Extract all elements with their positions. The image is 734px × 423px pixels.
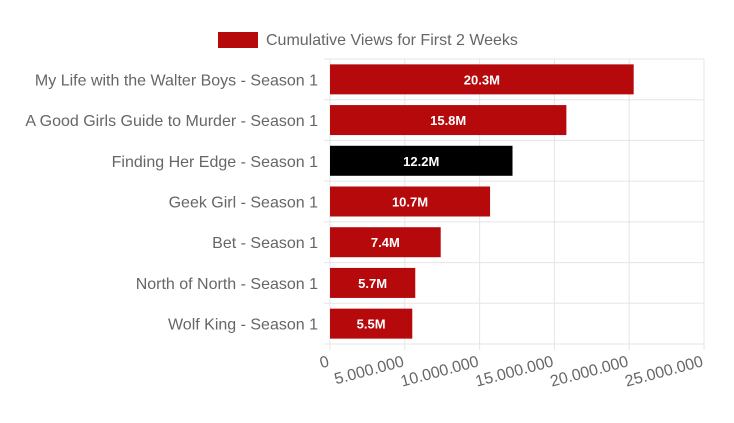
legend-swatch xyxy=(218,32,258,48)
bars: 20.3M 15.8M 12.2M 10.7M 7.4M 5.7M 5.5M xyxy=(330,64,634,339)
data-label: 15.8M xyxy=(430,113,466,128)
x-tick-label: 10.000.000 xyxy=(399,353,481,390)
bar[interactable] xyxy=(330,105,567,136)
data-label: 12.2M xyxy=(403,154,439,169)
category-label: North of North - Season 1 xyxy=(136,276,318,293)
grid xyxy=(324,58,705,350)
bar[interactable] xyxy=(330,64,634,95)
data-label: 20.3M xyxy=(464,72,500,87)
x-tick-label: 5.000.000 xyxy=(333,353,406,388)
category-label: Finding Her Edge - Season 1 xyxy=(112,154,318,171)
data-label: 10.7M xyxy=(392,195,428,210)
bar[interactable] xyxy=(330,186,491,217)
data-label: 7.4M xyxy=(371,235,400,250)
data-label: 5.7M xyxy=(358,276,387,291)
category-label: Bet - Season 1 xyxy=(212,235,318,252)
category-label: A Good Girls Guide to Murder - Season 1 xyxy=(25,113,318,130)
category-label: Geek Girl - Season 1 xyxy=(169,195,319,212)
x-tick-label: 15.000.000 xyxy=(474,353,556,390)
category-labels: My Life with the Walter Boys - Season 1 A… xyxy=(25,72,318,333)
bar[interactable] xyxy=(330,308,413,339)
x-tick-label: 25.000.000 xyxy=(623,353,705,390)
category-label: My Life with the Walter Boys - Season 1 xyxy=(35,72,318,89)
category-label: Wolf King - Season 1 xyxy=(168,317,318,334)
x-axis-ticks: 0 5.000.00010.000.00015.000.00020.000.000… xyxy=(318,353,705,390)
legend-label: Cumulative Views for First 2 Weeks xyxy=(266,32,518,49)
bar[interactable] xyxy=(330,227,441,258)
x-tick-label: 0 xyxy=(318,353,331,372)
bar[interactable] xyxy=(330,145,513,176)
x-tick-label: 20.000.000 xyxy=(548,353,630,390)
data-label: 5.5M xyxy=(357,317,386,332)
legend[interactable]: Cumulative Views for First 2 Weeks xyxy=(218,32,518,49)
bar[interactable] xyxy=(330,267,416,298)
